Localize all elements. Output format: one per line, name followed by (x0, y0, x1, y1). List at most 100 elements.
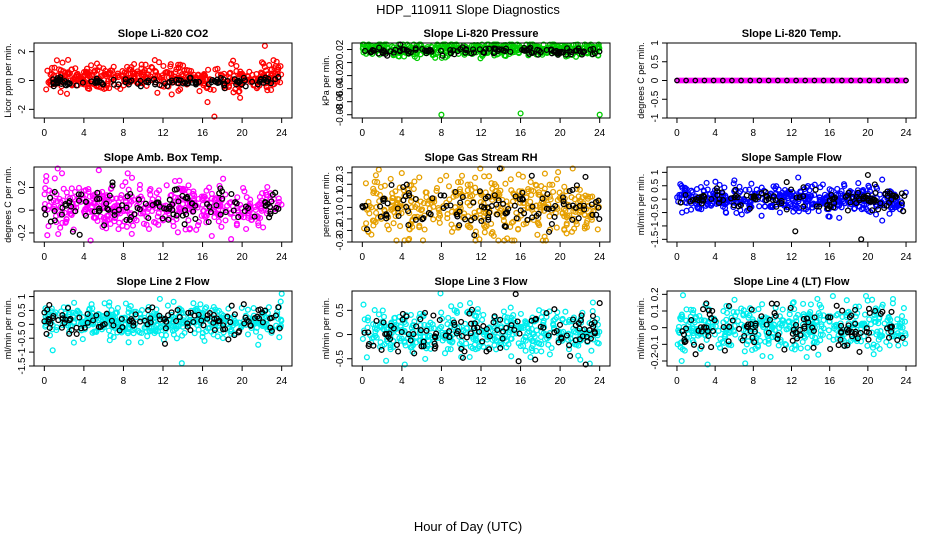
sample-point (508, 353, 515, 360)
hourly-point (175, 198, 182, 205)
hourly-point (512, 291, 519, 298)
sample-point (145, 225, 153, 233)
x-tick-label: 8 (439, 252, 445, 263)
hourly-point (105, 206, 112, 213)
hourly-point (377, 213, 384, 220)
sample-point (410, 185, 417, 193)
hourly-point (400, 183, 407, 191)
hourly-point (131, 211, 138, 218)
sample-point (69, 194, 76, 201)
hourly-point (405, 208, 412, 215)
sample-point (693, 186, 700, 193)
sample-point (756, 203, 763, 210)
hourly-point (190, 208, 197, 215)
hourly-point (88, 78, 95, 85)
points-group (359, 290, 603, 368)
sample-point (111, 73, 119, 80)
sample-point (211, 196, 219, 203)
points-group (359, 165, 603, 244)
sample-point (48, 64, 56, 71)
hourly-point (192, 215, 199, 222)
sample-point (260, 60, 267, 67)
y-tick-label: 2 (17, 48, 28, 54)
sample-point (866, 316, 873, 323)
hourly-point (857, 77, 864, 84)
points-group (359, 41, 603, 118)
y-tick-label: -0.5 (335, 350, 346, 368)
sample-point (175, 204, 183, 211)
y-axis: -1.5-1-0.500.51 (650, 169, 667, 248)
sample-point (181, 186, 189, 193)
hourly-point (864, 171, 871, 179)
sample-point (393, 237, 400, 244)
hourly-point (578, 51, 586, 58)
sample-point (222, 217, 229, 224)
x-tick-label: 4 (81, 128, 87, 139)
hourly-point (582, 173, 589, 180)
sample-point (122, 300, 129, 307)
sample-point (486, 173, 493, 180)
sample-point (201, 337, 208, 344)
hourly-point (421, 47, 429, 54)
sample-point (562, 207, 569, 214)
hourly-point (51, 188, 58, 195)
hourly-point (100, 81, 107, 88)
x-tick-label: 4 (399, 252, 405, 263)
sample-point (207, 86, 214, 93)
sample-point (855, 180, 862, 187)
sample-point (155, 210, 162, 217)
sample-point (416, 174, 423, 181)
sample-point (380, 313, 388, 320)
hourly-point (272, 208, 279, 215)
x-tick-label: 24 (594, 252, 606, 263)
sample-point (489, 185, 496, 192)
sample-point (438, 111, 445, 118)
sample-point (383, 357, 390, 364)
hourly-point (412, 46, 419, 53)
hourly-point (700, 306, 707, 313)
hourly-point (230, 207, 237, 214)
sample-point (419, 237, 427, 244)
hourly-point (471, 232, 478, 239)
sample-point (894, 316, 901, 323)
hourly-point (552, 202, 559, 209)
hourly-point (470, 49, 478, 56)
hourly-point (96, 205, 103, 212)
sample-point (248, 213, 255, 220)
sample-point (188, 67, 195, 75)
sample-point (140, 220, 147, 227)
y-tick-label: 0 (17, 207, 28, 213)
sample-point (444, 215, 451, 222)
hourly-point (463, 47, 470, 54)
sample-point (536, 222, 543, 229)
y-tick-label: -0.06 (335, 90, 346, 113)
hourly-point (62, 201, 69, 208)
sample-point (255, 341, 262, 348)
hourly-point (516, 196, 523, 203)
hourly-point (552, 49, 559, 56)
hourly-point (567, 352, 574, 360)
hourly-point (447, 50, 454, 57)
hourly-point (743, 192, 750, 199)
hourly-point (205, 218, 212, 226)
sample-point (575, 193, 582, 200)
sample-point (42, 185, 49, 192)
y-tick-label: -0.5 (17, 329, 28, 347)
x-tick-label: 16 (515, 128, 527, 139)
sample-point (57, 67, 64, 74)
sample-point (408, 198, 415, 205)
sample-point (152, 67, 159, 75)
x-tick-label: 0 (42, 128, 48, 139)
sample-point (573, 221, 580, 228)
hourly-point (820, 77, 827, 84)
sample-point (250, 305, 257, 312)
sample-point (438, 309, 445, 316)
hourly-point (480, 49, 487, 56)
hourly-point (810, 344, 817, 351)
sample-point (365, 198, 372, 205)
sample-point (252, 206, 259, 213)
hourly-point (783, 179, 790, 186)
sample-point (379, 307, 386, 314)
sample-point (366, 210, 373, 217)
